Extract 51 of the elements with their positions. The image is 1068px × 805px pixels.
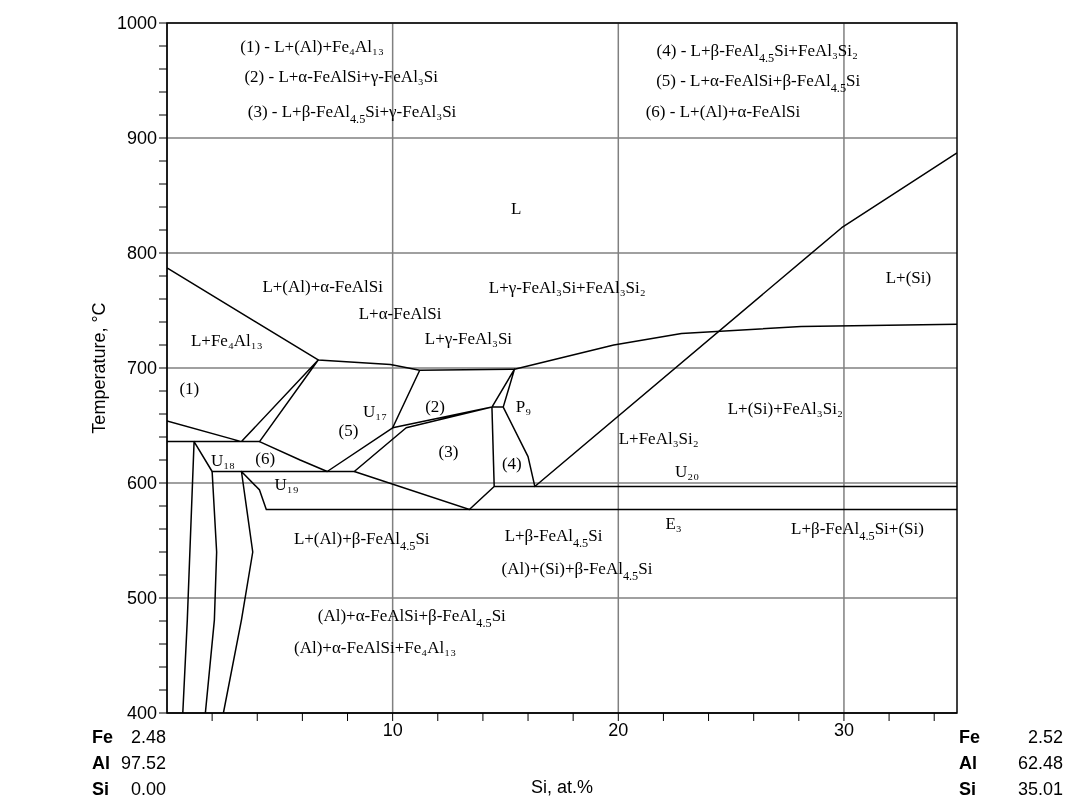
y-tick-label: 800 [126,243,157,264]
annotation: (3) [438,442,459,462]
text: Al 97.52 [92,752,166,773]
y-axis-title: Temperature, °C [88,302,109,434]
annotation: (4) - L+β-FeAl$_{4.5}$Si+FeAl₃Si₂ [656,40,858,65]
annotation: (Al)+α-FeAlSi+Fe₄Al₁₃ [294,637,457,657]
annotation: L+(Al)+α-FeAlSi [262,276,384,296]
text: Fe 2.48 [92,726,166,747]
annotation: (4) [501,453,522,473]
y-tick-label: 400 [126,703,157,724]
annotation: L+(Si)+FeAl₃Si₂ [727,398,843,418]
annotation: (3) - L+β-FeAl$_{4.5}$Si+γ-FeAl₃Si [247,101,457,126]
annotation: U₁₉ [274,475,299,495]
x-tick-label: 30 [833,719,854,740]
x-tick-label: 10 [382,719,403,740]
annotation: L+β-FeAl$_{4.5}$Si+(Si) [791,519,924,543]
annotation: (1) - L+(Al)+Fe₄Al₁₃ [240,37,384,57]
y-tick-label: 1000 [116,13,157,34]
annotation: L+α-FeAlSi [358,304,442,324]
y-tick-label: 500 [126,588,157,609]
annotation: (5) - L+α-FeAlSi+β-FeAl$_{4.5}$Si [656,70,861,95]
annotation: U₁₈ [210,450,236,470]
text: Fe 2.52 [959,726,1063,747]
annotation: (2) - L+α-FeAlSi+γ-FeAl₃Si [244,67,439,87]
annotation: U₁₇ [362,401,388,421]
annotation: (6) - L+(Al)+α-FeAlSi [645,101,801,121]
annotation: (1) [179,378,200,398]
y-tick-label: 900 [126,128,157,149]
annotation: L [511,199,522,219]
annotation: L+γ-FeAl₃Si [424,329,513,349]
annotation: (2) [425,397,445,417]
annotation: L+(Al)+β-FeAl$_{4.5}$Si [293,528,430,553]
x-axis-title: Si, at.% [530,776,594,797]
annotation: (5) [338,420,359,440]
annotation: (Al)+α-FeAlSi+β-FeAl$_{4.5}$Si [317,605,507,630]
annotation: P₉ [515,397,532,417]
text: Si 35.01 [959,778,1063,799]
annotation: (6) [255,448,276,468]
annotation: (Al)+(Si)+β-FeAl$_{4.5}$Si [501,558,653,583]
annotation: E₃ [665,513,682,533]
annotation: L+γ-FeAl₃Si+FeAl₃Si₂ [488,277,646,297]
annotation: L+Fe₄Al₁₃ [190,330,263,350]
text: Al 62.48 [959,752,1063,773]
x-tick-label: 20 [608,719,629,740]
annotation: L+FeAl₃Si₂ [618,428,699,448]
annotation: L+β-FeAl$_{4.5}$Si [504,525,603,550]
y-tick-label: 700 [126,358,157,379]
annotation: U₂₀ [675,462,700,482]
text: Si 0.00 [92,778,166,799]
annotation: L+(Si) [885,268,932,288]
y-tick-label: 600 [126,473,157,494]
